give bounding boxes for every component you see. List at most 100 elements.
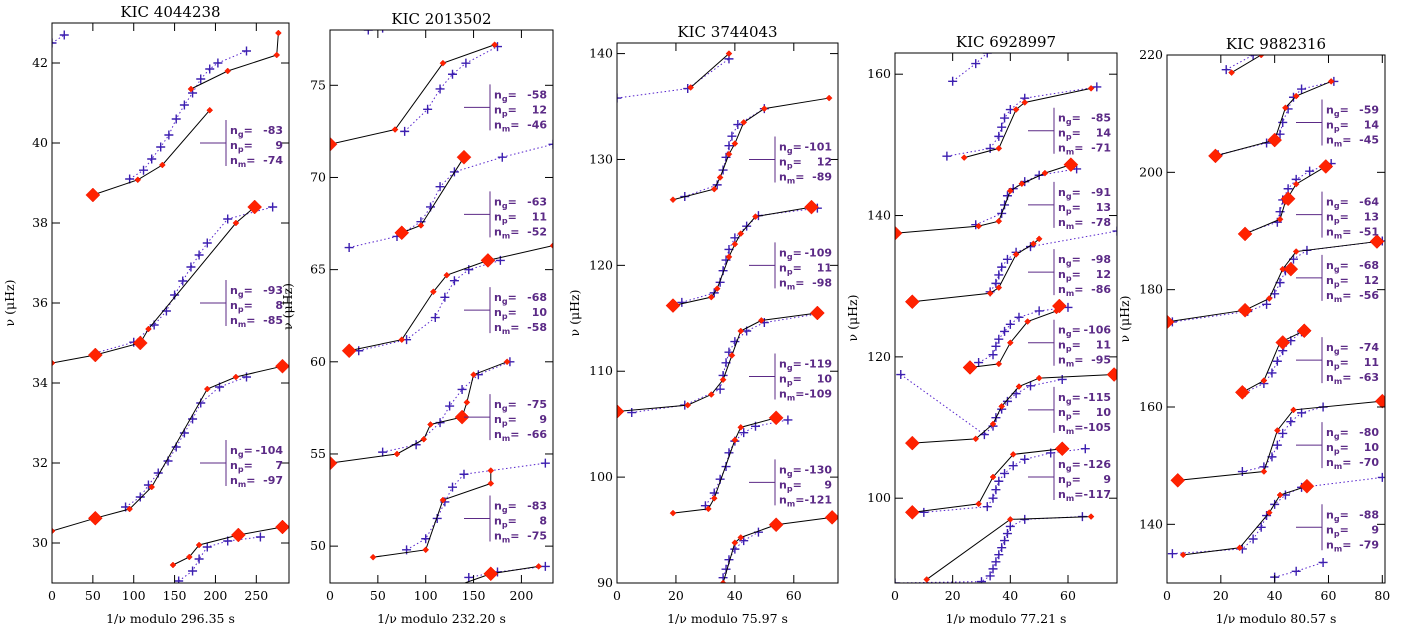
mode-label-nm: -71 [1091,142,1111,155]
mode-label-np: 11 [817,261,832,274]
y-tick-label: 40 [32,135,48,150]
mode-label-name: np= [1058,127,1081,142]
mode-label-ng: -101 [804,140,832,153]
mode-diamond [87,510,103,526]
observed-line [95,206,273,354]
y-tick-label: 220 [1139,47,1163,62]
mode-diamond [330,136,338,152]
x-tick-label: 60 [1321,588,1337,603]
model-point [422,546,430,554]
observed-point [1278,428,1288,438]
observed-point [988,350,998,360]
observed-point [1000,326,1010,336]
mode-label: ng= -64 np= 13 nm= -51 [1296,191,1379,241]
observed-point [242,372,252,382]
observed-point [186,262,196,272]
mode-label-np: 10 [532,306,548,319]
model-point [1006,516,1014,523]
y-tick-label: 120 [589,257,613,272]
mode-label-name: np= [1058,268,1081,283]
observed-point [1000,468,1010,478]
observed-point [540,458,550,468]
mode-label-name: np= [230,139,253,154]
plot-frame [1166,54,1386,584]
observed-line [52,34,65,44]
model-point [740,119,748,126]
observed-point [1167,549,1177,559]
mode-diamond [904,504,920,520]
model-point [710,494,718,502]
mode-label-name: ng= [1326,196,1349,211]
plot-frame [894,52,1118,584]
mode-diamond [330,455,338,471]
mode-diamond [895,225,903,241]
model-point [1292,248,1300,255]
mode-label: ng= -88 np= 9 nm= -79 [1296,504,1379,553]
model-point [1265,509,1273,516]
mode-diamond [1235,384,1250,400]
observed-point [440,292,450,302]
model-line [1242,330,1305,393]
y-tick-label: 140 [867,208,891,223]
chart-title: KIC 2013502 [391,10,491,28]
x-tick-label: 200 [509,588,533,603]
observed-line [1225,55,1254,71]
y-tick-label: 70 [310,169,326,184]
x-tick-label: 100 [414,588,438,603]
model-line [969,305,1060,368]
mode-label-name: np= [1058,201,1081,216]
model-point [1327,78,1335,85]
mode-diamond [1369,234,1385,249]
observed-point [1002,254,1012,264]
panel-4: 0 20 40 60 100 120 140 160 KIC 6928997 1/ν modulo… [845,33,1118,626]
model-point [451,584,457,590]
mode-label-nm: -105 [1083,421,1111,434]
observed-point [715,384,725,394]
mode-label-name: np= [1326,118,1349,133]
observed-point [982,502,992,512]
x-tick-label: 40 [1267,588,1283,603]
observed-point [1272,440,1282,450]
observed-line [631,313,818,414]
mode-label-name: ng= [1326,259,1349,274]
observed-point [179,100,189,110]
mode-label-name: nm= [494,529,519,544]
mode-diamond [768,410,784,426]
model-point [995,360,1003,368]
observed-point [627,408,637,418]
mode-label-name: nm= [494,321,519,336]
observed-point [991,341,1001,351]
model-point [707,293,715,301]
observed-point [156,142,166,152]
x-tick-label: 0 [613,588,621,603]
mode-label-name: nm= [494,225,519,240]
mode-label-ng: -75 [527,398,547,411]
observed-point [942,151,952,161]
mode-label: ng= -83 np= 9 nm= -74 [200,120,283,169]
observed-point [1000,113,1010,123]
mode-label-np: 10 [1364,441,1380,454]
mode-diamond [1267,132,1283,148]
panel-2: 0 50 100 150 200 50 55 60 65 70 75 KIC 2013502 1/ν m… [280,10,554,626]
mode-label-np: 12 [1096,268,1111,281]
observed-point [712,180,722,190]
mode-diamond [275,519,289,535]
mode-diamond [617,404,625,419]
y-tick-label: 140 [589,46,613,61]
mode-label-ng: -91 [1091,186,1111,199]
model-point [737,423,745,431]
model-line [690,53,730,88]
mode-diamond [1275,335,1291,350]
observed-point [430,313,440,323]
mode-label-nm: -85 [263,314,283,327]
observed-point [1080,444,1090,454]
observed-point [464,572,474,582]
model-point [169,561,177,569]
x-tick-label: 0 [891,588,899,603]
observed-line [125,376,247,508]
mode-label-np: 9 [824,478,832,491]
observed-point [739,428,749,438]
model-point [998,402,1006,410]
observed-point [170,290,180,300]
